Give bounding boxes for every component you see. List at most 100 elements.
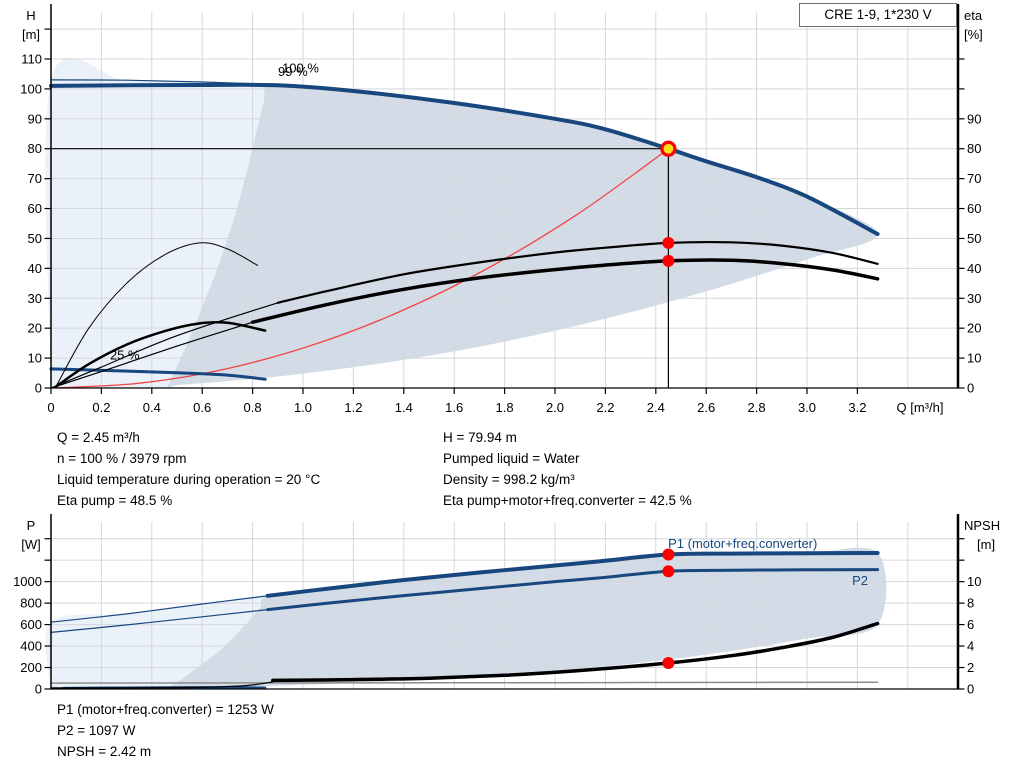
pump-model-title-box: CRE 1-9, 1*230 V xyxy=(799,3,957,27)
curve-annotation-label: P1 (motor+freq.converter) xyxy=(668,536,817,551)
x-axis-tick-label: 0.4 xyxy=(143,400,161,415)
left-axis-tick-label: 0 xyxy=(35,682,42,697)
eta-pump-curve xyxy=(276,240,879,304)
left-axis-tick-label: 200 xyxy=(20,660,42,675)
p1-duty-marker xyxy=(662,548,675,561)
x-axis-tick-label: 1.2 xyxy=(344,400,362,415)
right-axis-tick-label: 2 xyxy=(967,660,974,675)
duty-info-right: H = 79.94 m Pumped liquid = Water Densit… xyxy=(443,427,692,511)
right-axis-tick-label: 50 xyxy=(967,231,981,246)
x-axis-tick-label: 1.6 xyxy=(445,400,463,415)
left-axis-title-unit: [W] xyxy=(21,537,41,552)
p2-curve xyxy=(266,568,880,612)
info-line-head: H = 79.94 m xyxy=(443,430,517,445)
curve-annotation-label: P2 xyxy=(852,573,868,588)
left-axis-tick-label: 10 xyxy=(28,351,42,366)
eta-pump-25pct xyxy=(55,242,259,387)
x-axis-tick-label: 3.2 xyxy=(848,400,866,415)
right-axis-tick-label: 0 xyxy=(967,682,974,697)
left-axis-tick-label: 800 xyxy=(20,596,42,611)
x-axis-tick-label: 1.4 xyxy=(395,400,413,415)
eta-total-curve xyxy=(250,258,880,324)
gridlines xyxy=(51,522,958,689)
npsh-duty-marker xyxy=(662,657,675,670)
right-axis-title: eta xyxy=(964,8,983,23)
npsh-curve xyxy=(271,621,880,683)
left-axis-tick-label: 40 xyxy=(28,261,42,276)
eta-pump-thin xyxy=(50,302,279,389)
x-axis-tick-label: 1.0 xyxy=(294,400,312,415)
right-axis-tick-label: 60 xyxy=(967,201,981,216)
curve-annotation-label: 100 % xyxy=(282,60,319,75)
power-info: P1 (motor+freq.converter) = 1253 W P2 = … xyxy=(57,699,274,762)
x-axis-tick-label: 1.8 xyxy=(496,400,514,415)
operating-envelope-region xyxy=(166,84,878,388)
left-axis-title: P xyxy=(27,518,36,533)
system-curve xyxy=(50,148,670,389)
right-axis-tick-label: 8 xyxy=(967,596,974,611)
x-axis-tick-label: 2.8 xyxy=(748,400,766,415)
x-axis-tick-label: 0.6 xyxy=(193,400,211,415)
right-axis-tick-label: 10 xyxy=(967,574,981,589)
left-axis-title: H xyxy=(26,8,35,23)
eta-total-25pct xyxy=(54,320,267,388)
power-npsh-chart: 0 200 400 600 800 1000 0 2 4 6 8 10 P [W] NPSH [m] P1 (m… xyxy=(13,514,1000,697)
qh-curve-100pct xyxy=(49,82,880,236)
right-axis-title-unit: [%] xyxy=(964,27,983,42)
info-line-p2: P2 = 1097 W xyxy=(57,723,136,738)
x-axis-tick-label: 2.4 xyxy=(647,400,665,415)
right-axis-tick-label: 80 xyxy=(967,141,981,156)
right-axis-tick-label: 70 xyxy=(967,171,981,186)
x-axis-tick-label: 2.6 xyxy=(697,400,715,415)
curve-annotation-label: 25 % xyxy=(110,347,140,362)
x-axis-tick-label: 0.2 xyxy=(92,400,110,415)
right-axis-tick-label: 0 xyxy=(967,381,974,396)
speed-range-region-light xyxy=(45,57,272,389)
right-axis-tick-label: 4 xyxy=(967,639,974,654)
right-axis-tick-label: 90 xyxy=(967,111,981,126)
right-axis-title-unit: [m] xyxy=(977,537,995,552)
left-axis-tick-label: 1000 xyxy=(13,574,42,589)
eta-pump-marker xyxy=(662,236,675,249)
info-line-liquid: Pumped liquid = Water xyxy=(443,451,580,466)
left-axis-tick-label: 90 xyxy=(28,111,42,126)
left-axis-tick-label: 30 xyxy=(28,291,42,306)
info-line-temperature: Liquid temperature during operation = 20… xyxy=(57,472,321,487)
p1-min-line xyxy=(50,681,879,684)
left-axis-tick-label: 60 xyxy=(28,201,42,216)
x-axis-tick-label: 2.2 xyxy=(596,400,614,415)
curve-annotation-label: 99 % xyxy=(278,64,308,79)
info-line-density: Density = 998.2 kg/m³ xyxy=(443,472,575,487)
info-line-p1: P1 (motor+freq.converter) = 1253 W xyxy=(57,702,274,717)
right-axis-tick-label: 30 xyxy=(967,291,981,306)
eta-total-thin xyxy=(50,321,254,389)
p1-curve xyxy=(265,551,880,598)
left-axis-tick-label: 70 xyxy=(28,171,42,186)
left-axis-tick-label: 20 xyxy=(28,321,42,336)
x-axis-tick-label: 0.8 xyxy=(244,400,262,415)
left-axis-tick-label: 100 xyxy=(20,81,42,96)
left-axis-tick-label: 600 xyxy=(20,617,42,632)
x-axis-title: Q [m³/h] xyxy=(897,400,944,415)
right-axis-title: NPSH xyxy=(964,518,1000,533)
p1-thin xyxy=(50,595,269,623)
right-axis-tick-label: 6 xyxy=(967,617,974,632)
info-line-eta-total: Eta pump+motor+freq.converter = 42.5 % xyxy=(443,493,692,508)
left-axis-tick-label: 80 xyxy=(28,141,42,156)
left-axis-tick-label: 0 xyxy=(35,381,42,396)
x-axis-tick-label: 3.0 xyxy=(798,400,816,415)
x-axis-tick-label: 0 xyxy=(47,400,54,415)
right-axis-tick-label: 40 xyxy=(967,261,981,276)
eta-total-marker xyxy=(662,254,675,267)
right-axis-tick-label: 20 xyxy=(967,321,981,336)
x-axis-tick-label: 2.0 xyxy=(546,400,564,415)
qh-eta-chart: 0 10 20 30 40 50 60 70 80 90 100 110 0 10 20 30 40 50 60 70… xyxy=(20,4,983,415)
info-line-npsh: NPSH = 2.42 m xyxy=(57,744,152,759)
gridlines xyxy=(51,12,958,388)
info-line-eta-pump: Eta pump = 48.5 % xyxy=(57,493,173,508)
info-line-speed: n = 100 % / 3979 rpm xyxy=(57,451,187,466)
duty-info-left: Q = 2.45 m³/h n = 100 % / 3979 rpm Liqui… xyxy=(57,427,320,511)
right-axis-tick-label: 10 xyxy=(967,351,981,366)
